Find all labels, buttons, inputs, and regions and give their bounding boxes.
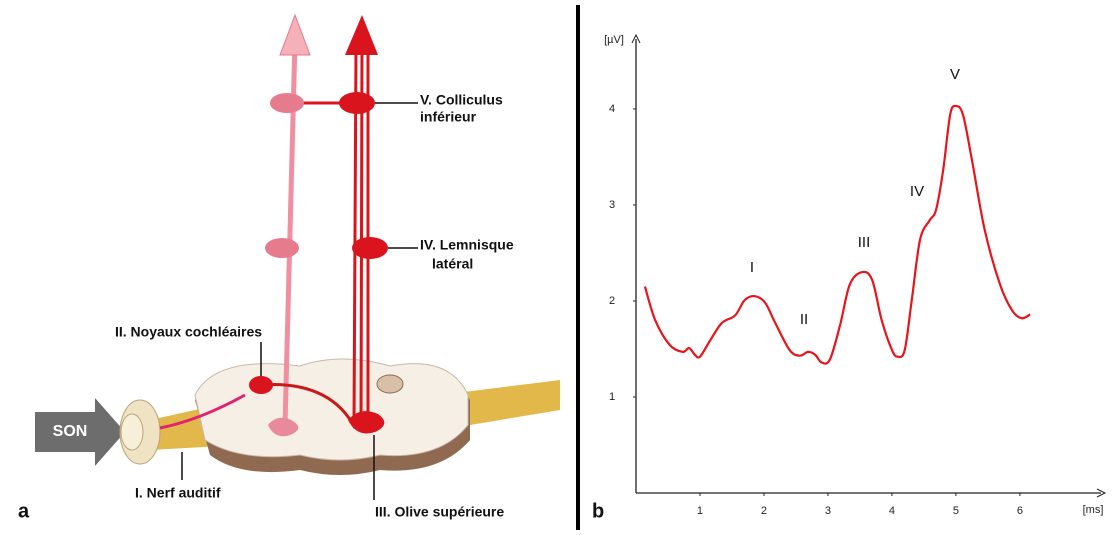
x-tick-label: 5 (953, 505, 959, 517)
label: latéral (432, 256, 473, 272)
oval (265, 238, 299, 258)
x-tick-label: 1 (697, 505, 703, 517)
olive-pink (268, 417, 299, 437)
brainstem (194, 358, 469, 461)
peak-label: IV (910, 183, 924, 200)
ear-inner (120, 413, 144, 451)
y-tick-label: 1 (609, 391, 615, 403)
panel-label: a (18, 500, 30, 522)
x-tick-label: 4 (889, 505, 895, 517)
line (643, 104, 1031, 365)
label: inférieur (420, 109, 477, 125)
x-arrow (1096, 488, 1107, 498)
pink-arrowhead (279, 13, 311, 56)
label: I. Nerf auditif (135, 485, 221, 501)
y-tick-label: 3 (609, 199, 615, 211)
peak-label: I (750, 259, 754, 276)
x-tick-label: 6 (1017, 505, 1023, 517)
crossing (259, 383, 357, 429)
leaders (181, 102, 418, 500)
x-tick-label: 3 (825, 505, 831, 517)
nucleus (376, 374, 404, 394)
y-tick-label: 4 (609, 103, 615, 115)
diagram: SON V. Colliculus inférieur IV. Lemnisqu… (18, 13, 560, 522)
label: III. Olive supérieure (375, 504, 504, 520)
peak-label: II (800, 311, 808, 328)
auditory-arrow (159, 393, 246, 430)
panel-label: b (592, 500, 604, 522)
olive-red (348, 411, 385, 434)
son-arrow (35, 398, 125, 466)
oval (352, 237, 388, 259)
x-tick-label: 2 (761, 505, 767, 517)
peak-label: V (950, 66, 960, 83)
label: II. Noyaux cochléaires (115, 324, 262, 340)
oval (339, 92, 375, 114)
y-arrow (631, 33, 641, 44)
peak-label: III (858, 234, 871, 251)
oval (249, 376, 273, 394)
son-label: SON (53, 423, 88, 440)
red-arrowhead (345, 15, 378, 55)
label: IV. Lemnisque (420, 237, 514, 253)
y-tick-label: 2 (609, 295, 615, 307)
label: V. Colliculus (420, 92, 503, 108)
oval (270, 93, 304, 113)
x-axis-label: [ms] (1083, 504, 1104, 516)
y-axis-label: [µV] (604, 34, 624, 46)
